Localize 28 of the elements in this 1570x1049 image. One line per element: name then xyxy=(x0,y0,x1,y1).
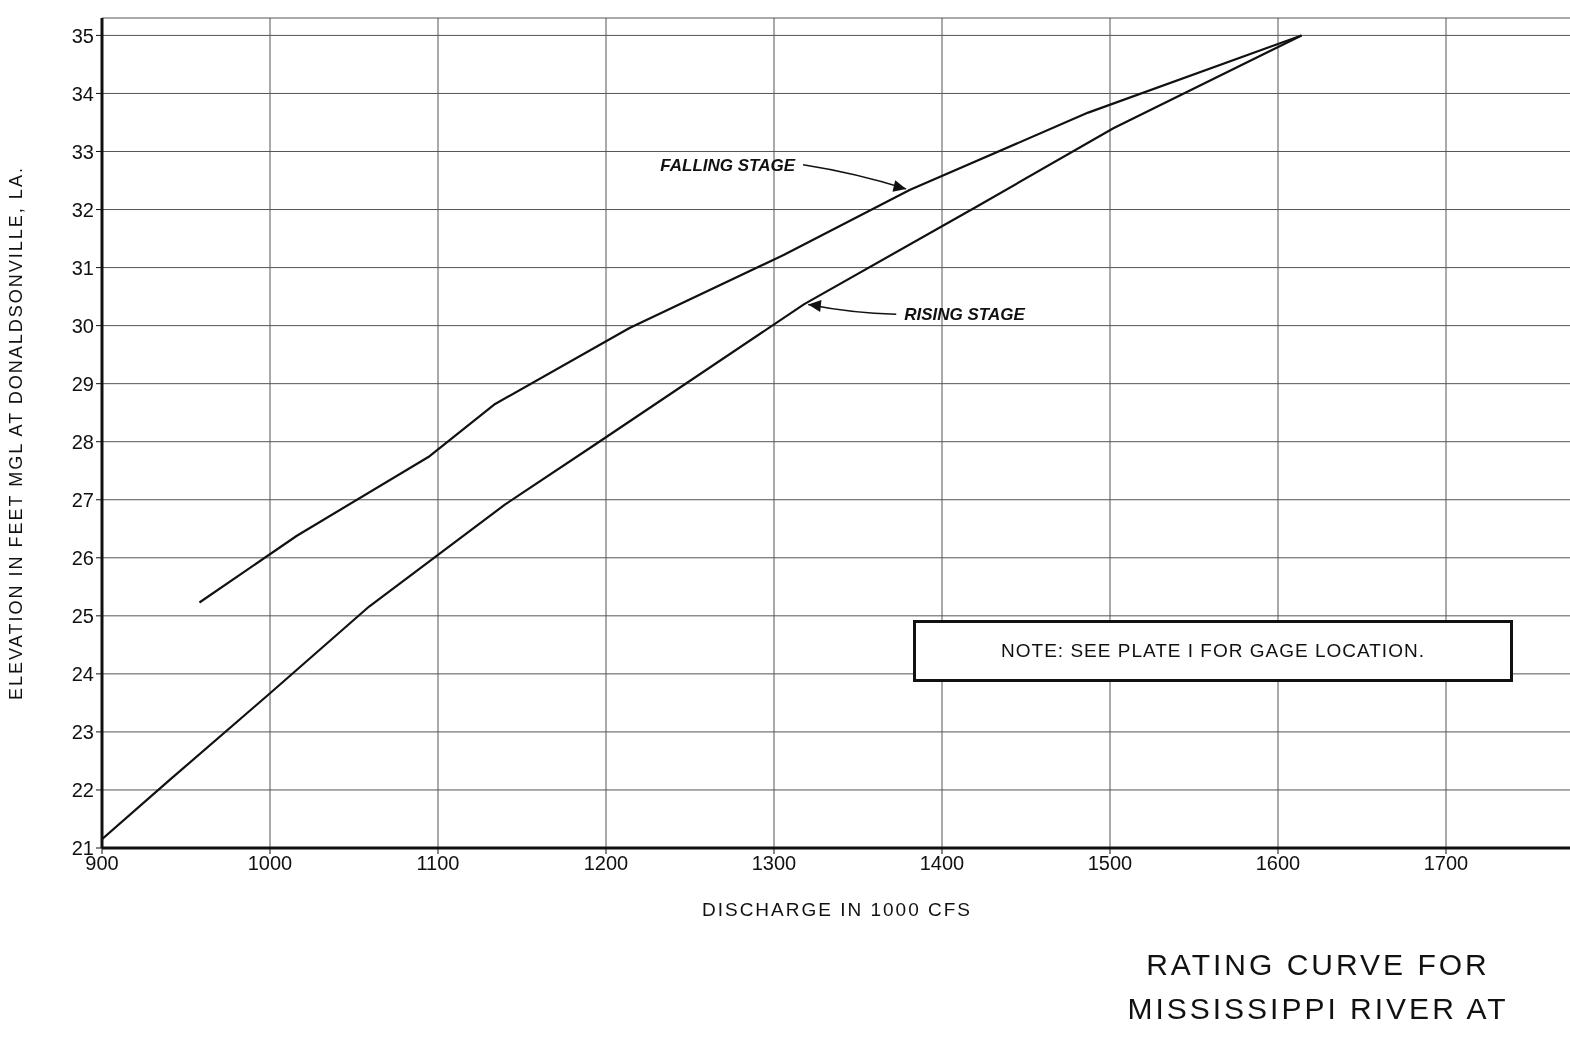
x-tick-label: 1600 xyxy=(1255,852,1301,875)
y-tick-label: 22 xyxy=(71,779,94,802)
x-tick-label: 1100 xyxy=(416,852,460,875)
x-tick-label: 1700 xyxy=(1423,852,1469,875)
y-axis-title: ELEVATION IN FEET MGL AT DONALDSONVILLE, LA. xyxy=(6,166,27,700)
y-tick-label: 33 xyxy=(71,140,94,163)
y-tick-label: 30 xyxy=(71,314,94,337)
note-box: NOTE: SEE PLATE I FOR GAGE LOCATION. xyxy=(913,620,1513,682)
y-tick-label: 25 xyxy=(71,604,94,627)
annotation: FALLING STAGE xyxy=(660,155,796,175)
x-tick-label: 1500 xyxy=(1087,852,1133,875)
text: RATING CURVE FOR MISSISSIPPI RIVER AT xyxy=(1126,947,1510,1027)
y-tick-label: 24 xyxy=(71,662,94,685)
y-tick-label: 32 xyxy=(71,198,94,221)
x-tick-label: 1300 xyxy=(751,852,797,875)
x-tick-label: 1400 xyxy=(919,852,965,875)
y-tick-label: 34 xyxy=(71,82,94,105)
y-tick-label: 28 xyxy=(71,430,94,453)
x-axis-title: DISCHARGE IN 1000 CFS xyxy=(701,899,973,920)
annotation: RISING STAGE xyxy=(904,305,1026,325)
y-tick-label: 26 xyxy=(71,546,94,569)
y-tick-label: 31 xyxy=(71,256,94,279)
y-tick-label: 27 xyxy=(71,488,94,511)
x-tick-label: 1200 xyxy=(583,852,629,875)
x-tick-label: 1000 xyxy=(247,852,293,875)
y-tick-label: 35 xyxy=(71,24,94,47)
y-tick-label: 29 xyxy=(71,372,94,395)
y-tick-label: 23 xyxy=(71,721,94,744)
